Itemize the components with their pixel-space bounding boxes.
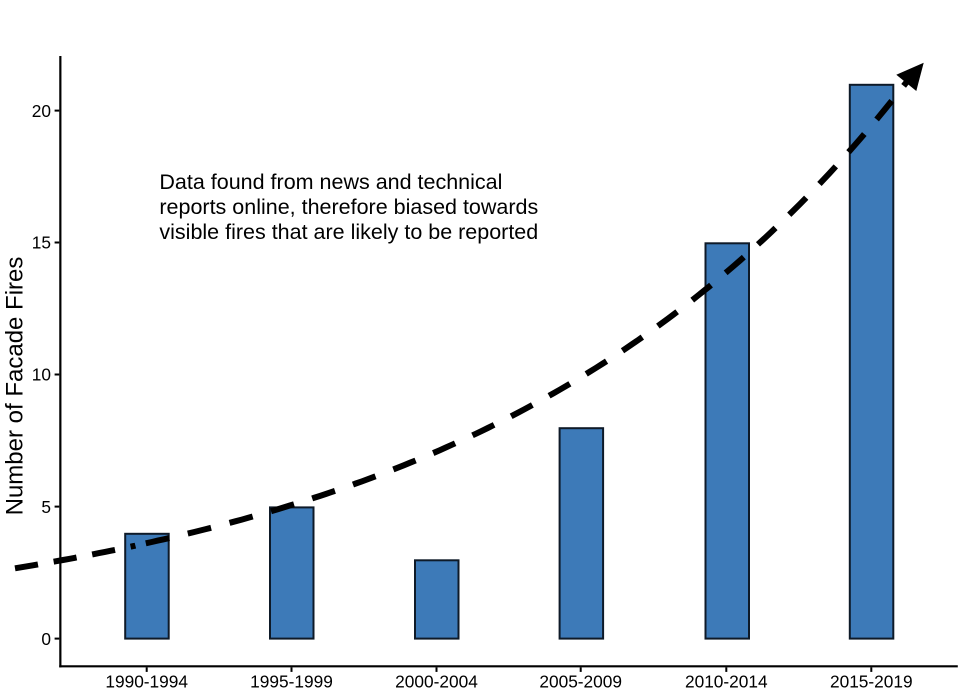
svg-text:10: 10 [32,365,51,385]
svg-text:reports online, therefore bias: reports online, therefore biased towards [159,195,538,219]
svg-text:1995-1999: 1995-1999 [250,672,333,692]
svg-text:1990-1994: 1990-1994 [105,672,188,692]
svg-text:15: 15 [32,233,51,253]
svg-text:visible fires that are likely: visible fires that are likely to be repo… [159,220,538,244]
svg-text:2010-2014: 2010-2014 [685,672,768,692]
svg-text:2000-2004: 2000-2004 [395,672,478,692]
svg-text:20: 20 [32,101,51,121]
svg-text:0: 0 [41,629,51,649]
svg-text:2005-2009: 2005-2009 [539,672,622,692]
svg-text:5: 5 [41,497,51,517]
svg-text:2015-2019: 2015-2019 [830,672,913,692]
svg-text:Number of Facade Fires: Number of Facade Fires [1,257,28,516]
svg-text:Data found from news and techn: Data found from news and technical [159,170,502,194]
